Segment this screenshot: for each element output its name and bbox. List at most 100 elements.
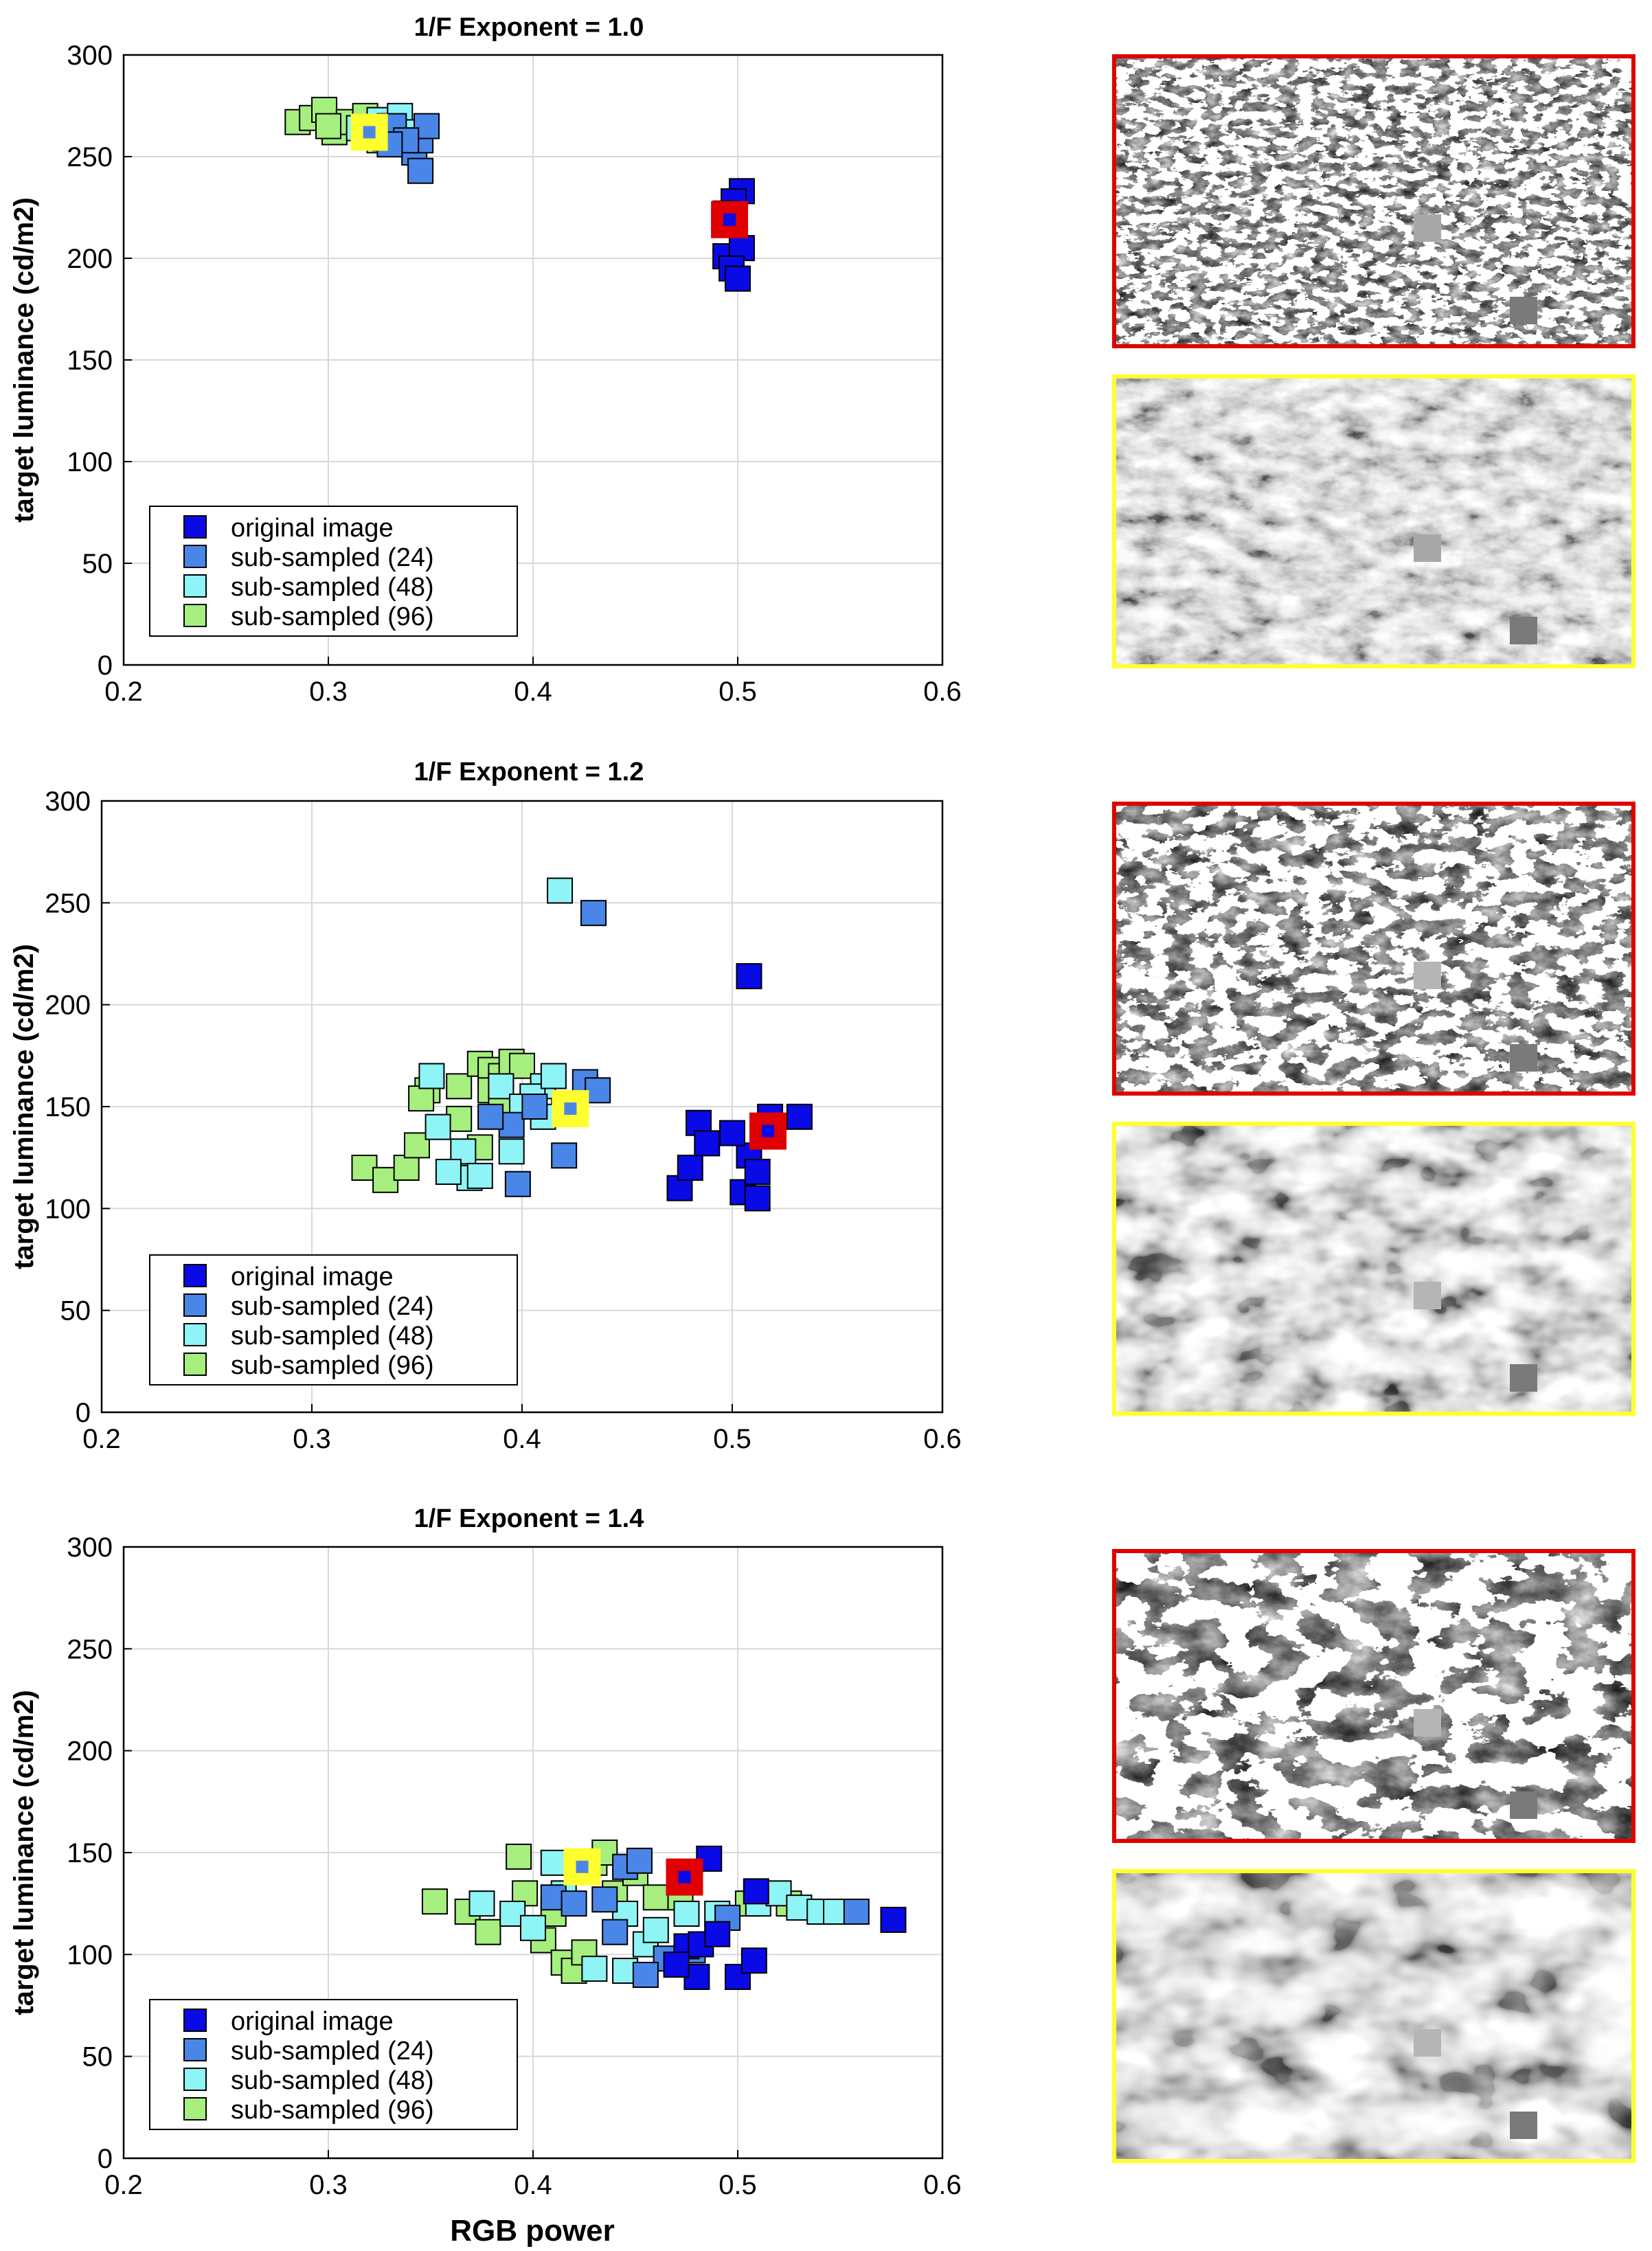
data-point (466, 1162, 493, 1189)
target-patch (1414, 1282, 1441, 1309)
legend-label: sub-sampled (48) (231, 2066, 434, 2095)
legend-label: sub-sampled (24) (231, 543, 434, 572)
x-tick-label: 0.5 (718, 677, 757, 707)
x-tick-label: 0.5 (718, 2170, 757, 2200)
data-point (504, 1170, 531, 1197)
target-patch (1414, 1709, 1441, 1737)
data-point (418, 1063, 445, 1089)
highlight-marker-center (723, 213, 736, 226)
y-axis-label: target luminance (cd/m2) (9, 1690, 39, 2015)
y-tick-label: 200 (67, 1737, 113, 1767)
highlight-frame-red (1112, 802, 1636, 1096)
legend-swatch (183, 2097, 207, 2120)
x-tick-label: 0.6 (923, 1424, 962, 1454)
legend-swatch (183, 1293, 207, 1317)
data-point (540, 1063, 567, 1089)
legend-swatch (183, 574, 207, 598)
y-tick-label: 150 (45, 1092, 91, 1122)
legend-box (149, 1999, 518, 2130)
y-tick-label: 250 (67, 1634, 113, 1664)
data-point (740, 1947, 767, 1974)
texture-binary-3 (1112, 1549, 1636, 1843)
y-tick-label: 200 (67, 244, 113, 274)
data-point (404, 1132, 430, 1159)
legend-swatch (183, 515, 207, 539)
data-point (663, 1952, 690, 1978)
y-tick-label: 50 (82, 549, 113, 579)
legend-label: sub-sampled (96) (231, 602, 434, 631)
data-point (446, 1073, 473, 1100)
x-tick-label: 0.3 (309, 2170, 348, 2200)
x-tick-label: 0.2 (82, 1424, 121, 1454)
legend-label: sub-sampled (96) (231, 1351, 434, 1380)
x-axis-label: RGB power (450, 2214, 615, 2248)
texture-binary-2 (1112, 802, 1636, 1096)
target-patch (1510, 1364, 1537, 1392)
data-point (642, 1916, 669, 1943)
data-point (743, 1878, 769, 1905)
texture-binary-1 (1112, 54, 1636, 348)
legend-swatch (183, 2068, 207, 2091)
target-patch (1414, 214, 1441, 242)
data-point (540, 1849, 567, 1876)
x-tick-label: 0.4 (503, 1424, 541, 1454)
x-tick-label: 0.2 (104, 2170, 143, 2200)
data-point (468, 1890, 495, 1917)
data-point (393, 1155, 420, 1181)
data-point (477, 1103, 504, 1130)
x-tick-label: 0.4 (514, 677, 552, 707)
highlight-frame-yellow (1112, 1869, 1636, 2163)
y-tick-label: 0 (76, 1398, 91, 1428)
y-tick-label: 0 (98, 651, 113, 681)
data-point (315, 113, 341, 139)
data-point (551, 1142, 578, 1169)
panel-title: 1/F Exponent = 1.2 (414, 758, 644, 787)
y-tick-label: 150 (67, 1838, 113, 1868)
data-point (744, 1185, 771, 1212)
target-patch (1414, 962, 1441, 989)
axis-ticks: 0.2 0.3 0.4 0.5 0.6 0 50 100 150 200 250 300 (45, 787, 962, 1454)
data-points (284, 96, 755, 292)
data-point (581, 1956, 608, 1982)
highlight-frame-yellow (1112, 1122, 1636, 1416)
data-point (506, 1843, 532, 1870)
target-patch (1510, 2112, 1537, 2139)
data-point (435, 1158, 462, 1185)
y-tick-label: 250 (45, 888, 91, 918)
scatter-panel-3: 1/F Exponent = 1.4 0.2 0.3 0.4 0.5 0.6 0 50 100… (9, 1504, 962, 2248)
data-point (843, 1899, 870, 1925)
legend-label: original image (231, 514, 394, 543)
legend-swatch (183, 1353, 207, 1376)
scatter-panel-2: 1/F Exponent = 1.2 0.2 0.3 0.4 0.5 0.6 0 50 100… (9, 758, 962, 1454)
data-point (425, 1113, 451, 1140)
highlight-marker-center (564, 1102, 577, 1115)
legend-box (149, 1254, 518, 1385)
data-point (642, 1884, 669, 1911)
data-point (632, 1962, 659, 1988)
legend-swatch (183, 2038, 207, 2061)
y-tick-label: 0 (98, 2144, 113, 2174)
x-tick-label: 0.3 (293, 1424, 331, 1454)
y-tick-label: 200 (45, 991, 91, 1021)
data-point (694, 1130, 721, 1157)
data-point (736, 963, 762, 990)
y-tick-label: 50 (60, 1296, 91, 1326)
legend-label: sub-sampled (96) (231, 2096, 434, 2125)
axis-ticks: 0.2 0.3 0.4 0.5 0.6 0 50 100 150 200 250 300 (67, 41, 962, 707)
legend-box (149, 506, 518, 637)
highlight-marker-center (363, 126, 376, 139)
y-tick-label: 150 (67, 346, 113, 376)
y-axis-label: target luminance (cd/m2) (9, 197, 39, 522)
y-tick-label: 50 (82, 2042, 113, 2072)
data-points (351, 877, 813, 1212)
target-patch (1510, 1791, 1537, 1819)
y-tick-label: 300 (67, 1532, 113, 1563)
data-point (704, 1921, 731, 1947)
scatter-panel-1: 1/F Exponent = 1.0 0.2 0.3 0.4 0.5 0.6 0 50 100… (9, 13, 962, 707)
x-tick-label: 0.6 (923, 2170, 962, 2200)
highlight-frame-red (1112, 1549, 1636, 1843)
x-tick-label: 0.6 (923, 677, 962, 707)
data-point (686, 1109, 712, 1136)
data-point (626, 1847, 653, 1874)
